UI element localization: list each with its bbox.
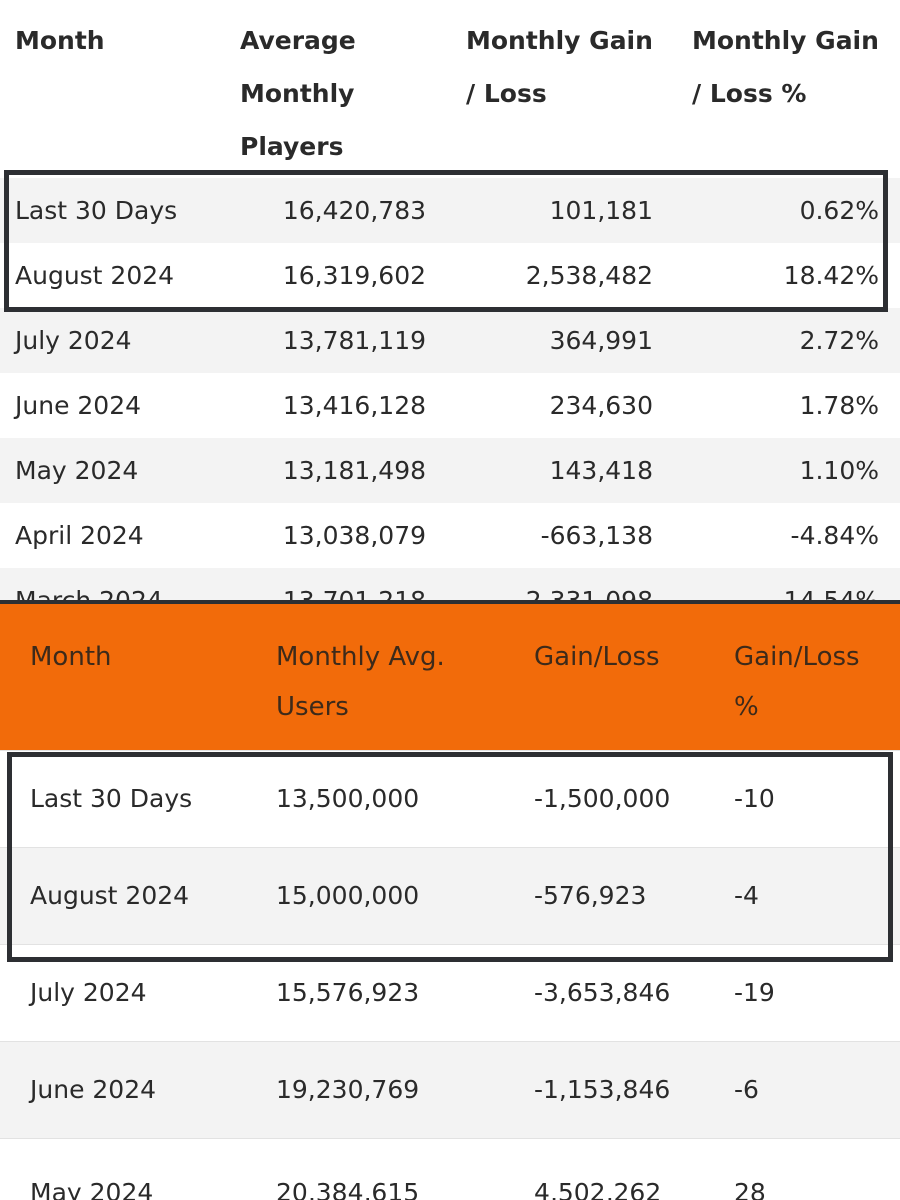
gain-loss-pct-cell: 1.10% xyxy=(799,456,879,485)
gain-loss-cell: 234,630 xyxy=(549,391,653,420)
month-cell: March 2024 xyxy=(15,568,163,600)
table-row: June 2024 13,416,128 234,630 1.78% xyxy=(0,373,900,438)
avg-users-cell: 15,576,923 xyxy=(276,978,420,1007)
table-row: May 2024 20,384,615 4,502,262 28 xyxy=(0,1138,900,1200)
gain-loss-cell: 143,418 xyxy=(549,456,653,485)
header-monthly-gain-loss-pct[interactable]: Monthly Gain / Loss % xyxy=(692,26,879,108)
table-row: Last 30 Days 13,500,000 -1,500,000 -10 xyxy=(0,750,900,847)
top-stats-table: Month Average Monthly Players Monthly Ga… xyxy=(0,0,900,600)
gain-loss-pct-cell: -10 xyxy=(734,784,775,813)
month-cell: May 2024 xyxy=(30,1178,154,1200)
avg-players-cell: 16,319,602 xyxy=(282,261,426,290)
bottom-stats-table: Month Monthly Avg. Users Gain/Loss Gain/… xyxy=(0,600,900,1200)
header-monthly-gain-loss[interactable]: Monthly Gain / Loss xyxy=(466,26,653,108)
month-cell: Last 30 Days xyxy=(30,784,193,813)
gain-loss-cell: -1,500,000 xyxy=(534,784,671,813)
avg-players-cell: 13,181,498 xyxy=(282,456,426,485)
bottom-table-header: Month Monthly Avg. Users Gain/Loss Gain/… xyxy=(0,600,900,750)
table-row: August 2024 16,319,602 2,538,482 18.42% xyxy=(0,243,900,308)
avg-players-cell: 13,781,119 xyxy=(282,326,426,355)
gain-loss-cell: -3,653,846 xyxy=(534,978,671,1007)
avg-users-cell: 20,384,615 xyxy=(276,1178,420,1200)
header-month[interactable]: Month xyxy=(15,26,105,55)
gain-loss-cell: 4,502,262 xyxy=(534,1178,662,1200)
table-row: March 2024 13,701,218 -2,331,098 -14.54% xyxy=(0,568,900,600)
avg-players-cell: 16,420,783 xyxy=(282,196,426,225)
header-average-monthly-players[interactable]: Average Monthly Players xyxy=(240,26,356,161)
gain-loss-cell: -663,138 xyxy=(540,521,653,550)
gain-loss-cell: -576,923 xyxy=(534,881,647,910)
table-row: July 2024 15,576,923 -3,653,846 -19 xyxy=(0,944,900,1041)
gain-loss-cell: -2,331,098 xyxy=(517,568,653,600)
gain-loss-pct-cell: -4.84% xyxy=(790,521,879,550)
avg-users-cell: 15,000,000 xyxy=(276,881,420,910)
gain-loss-cell: 101,181 xyxy=(549,196,653,225)
month-cell: July 2024 xyxy=(15,326,132,355)
gain-loss-pct-cell: -19 xyxy=(734,978,775,1007)
gain-loss-pct-cell: -6 xyxy=(734,1075,759,1104)
gain-loss-cell: -1,153,846 xyxy=(534,1075,671,1104)
month-cell: August 2024 xyxy=(30,881,190,910)
avg-players-cell: 13,038,079 xyxy=(282,521,426,550)
month-cell: Last 30 Days xyxy=(15,196,178,225)
gain-loss-pct-cell: 0.62% xyxy=(799,196,879,225)
header-gain-loss-pct[interactable]: Gain/Loss % xyxy=(734,642,860,722)
gain-loss-pct-cell: 1.78% xyxy=(799,391,879,420)
header-monthly-avg-users[interactable]: Monthly Avg. Users xyxy=(276,642,445,722)
month-cell: May 2024 xyxy=(15,456,139,485)
avg-users-cell: 13,500,000 xyxy=(276,784,420,813)
gain-loss-pct-cell: -4 xyxy=(734,881,759,910)
avg-players-cell: 13,416,128 xyxy=(282,391,426,420)
gain-loss-cell: 2,538,482 xyxy=(525,261,653,290)
month-cell: July 2024 xyxy=(30,978,147,1007)
avg-players-cell: 13,701,218 xyxy=(283,568,426,600)
gain-loss-pct-cell: -14.54% xyxy=(775,568,879,600)
month-cell: June 2024 xyxy=(15,391,142,420)
table-row: June 2024 19,230,769 -1,153,846 -6 xyxy=(0,1041,900,1138)
table-row: July 2024 13,781,119 364,991 2.72% xyxy=(0,308,900,373)
gain-loss-pct-cell: 2.72% xyxy=(799,326,879,355)
header-month[interactable]: Month xyxy=(30,642,112,672)
table-row: Last 30 Days 16,420,783 101,181 0.62% xyxy=(0,178,900,243)
top-table-header: Month Average Monthly Players Monthly Ga… xyxy=(0,0,900,178)
gain-loss-cell: 364,991 xyxy=(549,326,653,355)
gain-loss-pct-cell: 28 xyxy=(734,1178,766,1200)
table-row: April 2024 13,038,079 -663,138 -4.84% xyxy=(0,503,900,568)
gain-loss-pct-cell: 18.42% xyxy=(783,261,879,290)
month-cell: June 2024 xyxy=(30,1075,157,1104)
avg-users-cell: 19,230,769 xyxy=(276,1075,420,1104)
table-row: August 2024 15,000,000 -576,923 -4 xyxy=(0,847,900,944)
table-row: May 2024 13,181,498 143,418 1.10% xyxy=(0,438,900,503)
month-cell: August 2024 xyxy=(15,261,175,290)
month-cell: April 2024 xyxy=(15,521,144,550)
header-gain-loss[interactable]: Gain/Loss xyxy=(534,642,660,672)
